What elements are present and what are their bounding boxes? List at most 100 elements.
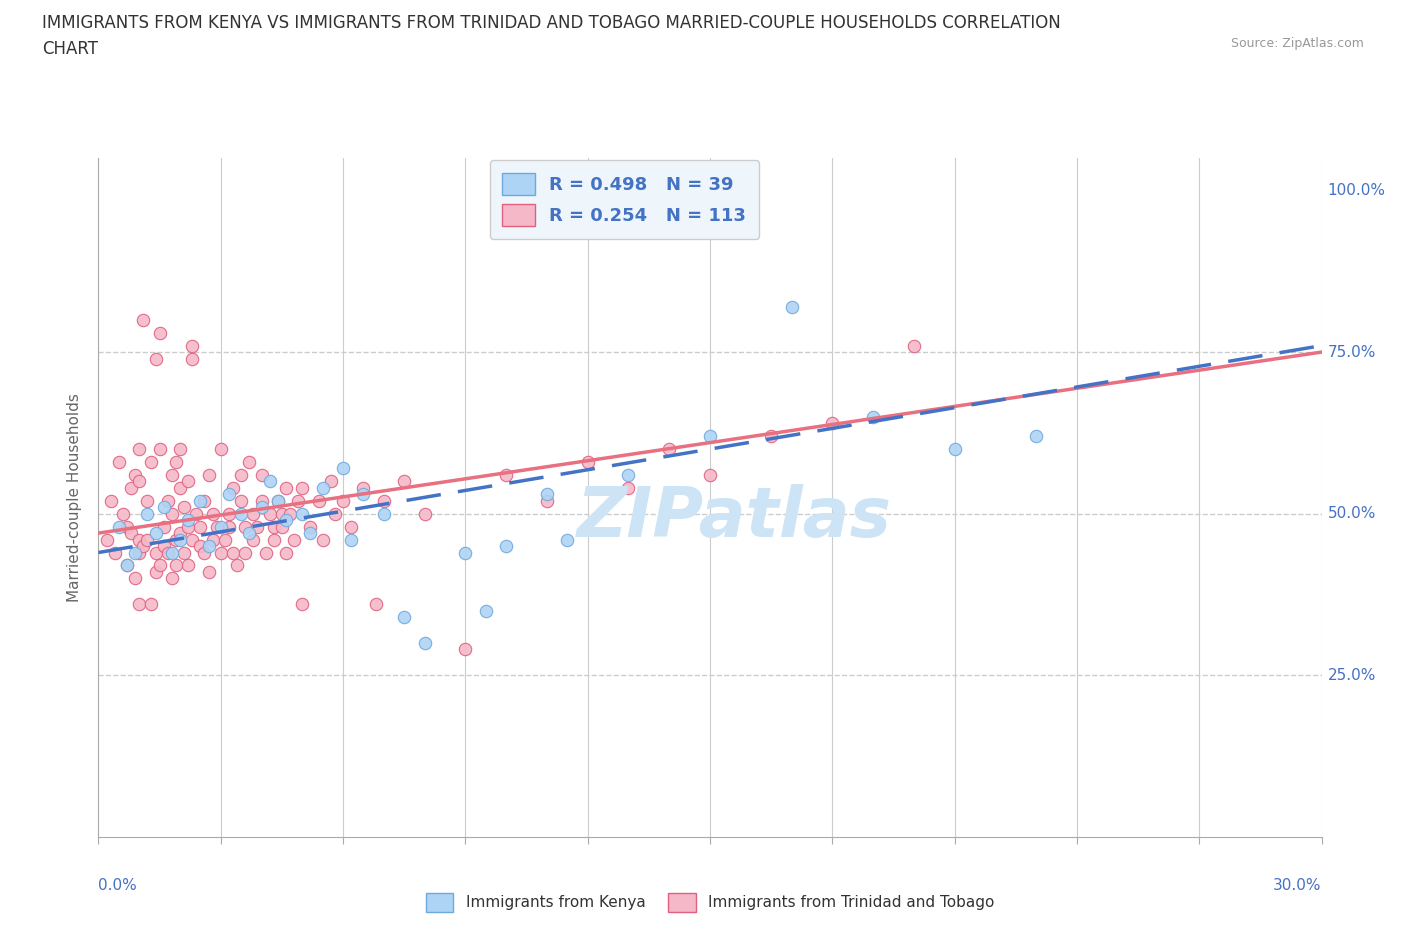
Point	[152, 519, 174, 534]
Point	[862, 409, 884, 424]
Point	[201, 506, 224, 521]
Point	[128, 442, 150, 457]
Point	[149, 442, 172, 457]
Point	[226, 558, 249, 573]
Point	[209, 519, 232, 534]
Point	[104, 545, 127, 560]
Point	[308, 493, 330, 508]
Point	[160, 506, 183, 521]
Point	[108, 455, 131, 470]
Point	[332, 461, 354, 476]
Point	[218, 519, 240, 534]
Point	[173, 545, 195, 560]
Point	[555, 532, 579, 547]
Point	[169, 481, 191, 496]
Legend: Immigrants from Kenya, Immigrants from Trinidad and Tobago: Immigrants from Kenya, Immigrants from T…	[419, 887, 1001, 918]
Point	[291, 481, 314, 496]
Point	[222, 545, 245, 560]
Point	[128, 545, 150, 560]
Point	[120, 481, 142, 496]
Point	[193, 545, 215, 560]
Point	[474, 604, 498, 618]
Point	[149, 558, 172, 573]
Point	[128, 532, 150, 547]
Point	[169, 525, 191, 540]
Point	[364, 597, 387, 612]
Point	[373, 493, 395, 508]
Point	[145, 545, 167, 560]
Point	[197, 468, 219, 483]
Point	[115, 558, 138, 573]
Point	[267, 493, 290, 508]
Point	[943, 442, 966, 457]
Point	[214, 532, 236, 547]
Point	[242, 532, 264, 547]
Point	[100, 493, 122, 508]
Point	[332, 493, 354, 508]
Point	[352, 481, 374, 496]
Text: 30.0%: 30.0%	[1274, 878, 1322, 893]
Text: 25.0%: 25.0%	[1327, 668, 1376, 683]
Point	[274, 481, 297, 496]
Point	[238, 455, 260, 470]
Point	[218, 506, 240, 521]
Point	[495, 468, 517, 483]
Point	[218, 487, 240, 502]
Point	[128, 597, 150, 612]
Point	[152, 538, 174, 553]
Point	[340, 519, 363, 534]
Point	[821, 416, 844, 431]
Text: IMMIGRANTS FROM KENYA VS IMMIGRANTS FROM TRINIDAD AND TOBAGO MARRIED-COUPLE HOUS: IMMIGRANTS FROM KENYA VS IMMIGRANTS FROM…	[42, 14, 1062, 59]
Point	[270, 506, 294, 521]
Point	[495, 538, 517, 553]
Text: 75.0%: 75.0%	[1327, 345, 1376, 360]
Point	[149, 326, 172, 340]
Point	[188, 493, 212, 508]
Point	[96, 532, 118, 547]
Point	[188, 538, 212, 553]
Point	[165, 455, 187, 470]
Point	[238, 525, 260, 540]
Point	[160, 545, 183, 560]
Point	[124, 545, 146, 560]
Point	[132, 538, 155, 553]
Point	[165, 532, 187, 547]
Point	[165, 558, 187, 573]
Point	[413, 506, 436, 521]
Point	[699, 468, 721, 483]
Point	[169, 442, 191, 457]
Point	[222, 481, 245, 496]
Point	[141, 597, 163, 612]
Point	[128, 474, 150, 489]
Text: Source: ZipAtlas.com: Source: ZipAtlas.com	[1230, 37, 1364, 50]
Point	[156, 493, 179, 508]
Point	[111, 506, 134, 521]
Point	[250, 493, 273, 508]
Point	[299, 519, 322, 534]
Point	[1025, 429, 1047, 444]
Point	[201, 532, 224, 547]
Point	[242, 506, 264, 521]
Point	[124, 571, 146, 586]
Text: 100.0%: 100.0%	[1327, 183, 1386, 198]
Point	[115, 519, 138, 534]
Point	[145, 525, 167, 540]
Point	[250, 499, 273, 514]
Point	[413, 635, 436, 650]
Point	[169, 532, 191, 547]
Point	[120, 525, 142, 540]
Point	[177, 519, 200, 534]
Point	[291, 597, 314, 612]
Point	[761, 429, 783, 444]
Point	[250, 468, 273, 483]
Point	[132, 312, 155, 327]
Point	[177, 558, 200, 573]
Point	[903, 339, 925, 353]
Y-axis label: Married-couple Households: Married-couple Households	[67, 393, 83, 602]
Point	[160, 468, 183, 483]
Point	[152, 499, 174, 514]
Point	[299, 525, 322, 540]
Point	[145, 352, 167, 366]
Point	[270, 519, 294, 534]
Point	[780, 299, 803, 314]
